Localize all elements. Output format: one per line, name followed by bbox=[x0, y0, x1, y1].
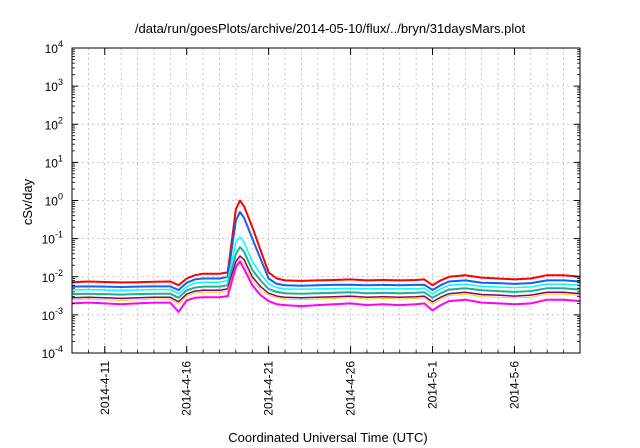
x-tick-labels: 2014-4-11 2014-4-16 2014-4-21 2014-4-26 2014… bbox=[98, 361, 522, 416]
series-line-3 bbox=[71, 236, 581, 295]
x-axis-label: Coordinated Universal Time (UTC) bbox=[228, 430, 427, 445]
series-lines bbox=[71, 199, 581, 313]
series-line-5 bbox=[71, 255, 581, 303]
y-tick-label: 100 bbox=[45, 192, 63, 209]
series-line-6 bbox=[71, 259, 581, 305]
y-tick-label: 10-2 bbox=[42, 268, 63, 285]
x-tick-label: 2014-4-11 bbox=[98, 361, 112, 415]
x-tick-label: 2014-5-1 bbox=[426, 361, 440, 409]
x-tick-label: 2014-4-21 bbox=[262, 361, 276, 416]
series-line-2 bbox=[71, 211, 581, 291]
axes bbox=[71, 47, 581, 354]
x-tick-label: 2014-4-16 bbox=[180, 361, 194, 416]
y-tick-label: 101 bbox=[45, 153, 63, 170]
x-tick-label: 2014-5-6 bbox=[507, 361, 521, 409]
series-line-4 bbox=[71, 246, 581, 299]
y-tick-label: 103 bbox=[45, 77, 63, 94]
y-tick-labels: 10-4 10-3 10-2 10-1 100 101 102 103 104 bbox=[42, 39, 63, 361]
y-tick-label: 10-1 bbox=[42, 230, 63, 247]
series-line-7 bbox=[71, 260, 581, 313]
chart-title: /data/run/goesPlots/archive/2014-05-10/f… bbox=[135, 21, 526, 36]
y-tick-label: 104 bbox=[45, 39, 63, 56]
x-tick-label: 2014-4-26 bbox=[344, 361, 358, 416]
y-tick-label: 10-4 bbox=[42, 344, 63, 361]
plot-frame bbox=[71, 47, 581, 354]
y-tick-label: 10-3 bbox=[42, 306, 63, 323]
series-line-1 bbox=[71, 199, 581, 287]
y-axis-label: cSv/day bbox=[20, 178, 35, 225]
grid-lines bbox=[72, 48, 580, 353]
y-tick-label: 102 bbox=[45, 115, 63, 132]
